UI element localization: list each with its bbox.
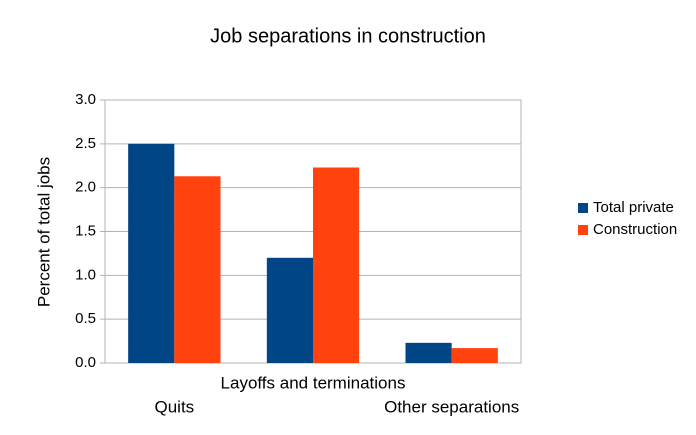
y-tick-label: 2.0 xyxy=(75,179,96,196)
y-tick-label: 1.5 xyxy=(75,222,96,239)
bar xyxy=(405,342,452,363)
y-axis-label: Percent of total jobs xyxy=(34,157,53,307)
bar xyxy=(313,167,360,363)
legend-swatch xyxy=(578,203,588,213)
y-tick-label: 2.5 xyxy=(75,135,96,152)
bar xyxy=(128,143,175,363)
x-tick-label: Layoffs and terminations xyxy=(221,373,406,392)
x-tick-label: Other separations xyxy=(384,397,519,416)
y-tick-label: 1.0 xyxy=(75,266,96,283)
legend-label: Construction xyxy=(593,221,677,238)
x-tick-label: Quits xyxy=(154,397,194,416)
bar xyxy=(451,348,498,363)
bar xyxy=(174,176,221,363)
legend-swatch xyxy=(578,225,588,235)
y-tick-label: 0.5 xyxy=(75,310,96,327)
chart-title: Job separations in construction xyxy=(210,25,486,47)
y-tick-label: 3.0 xyxy=(75,91,96,108)
y-tick-label: 0.0 xyxy=(75,354,96,371)
legend-label: Total private xyxy=(593,199,674,216)
bar xyxy=(266,257,313,363)
